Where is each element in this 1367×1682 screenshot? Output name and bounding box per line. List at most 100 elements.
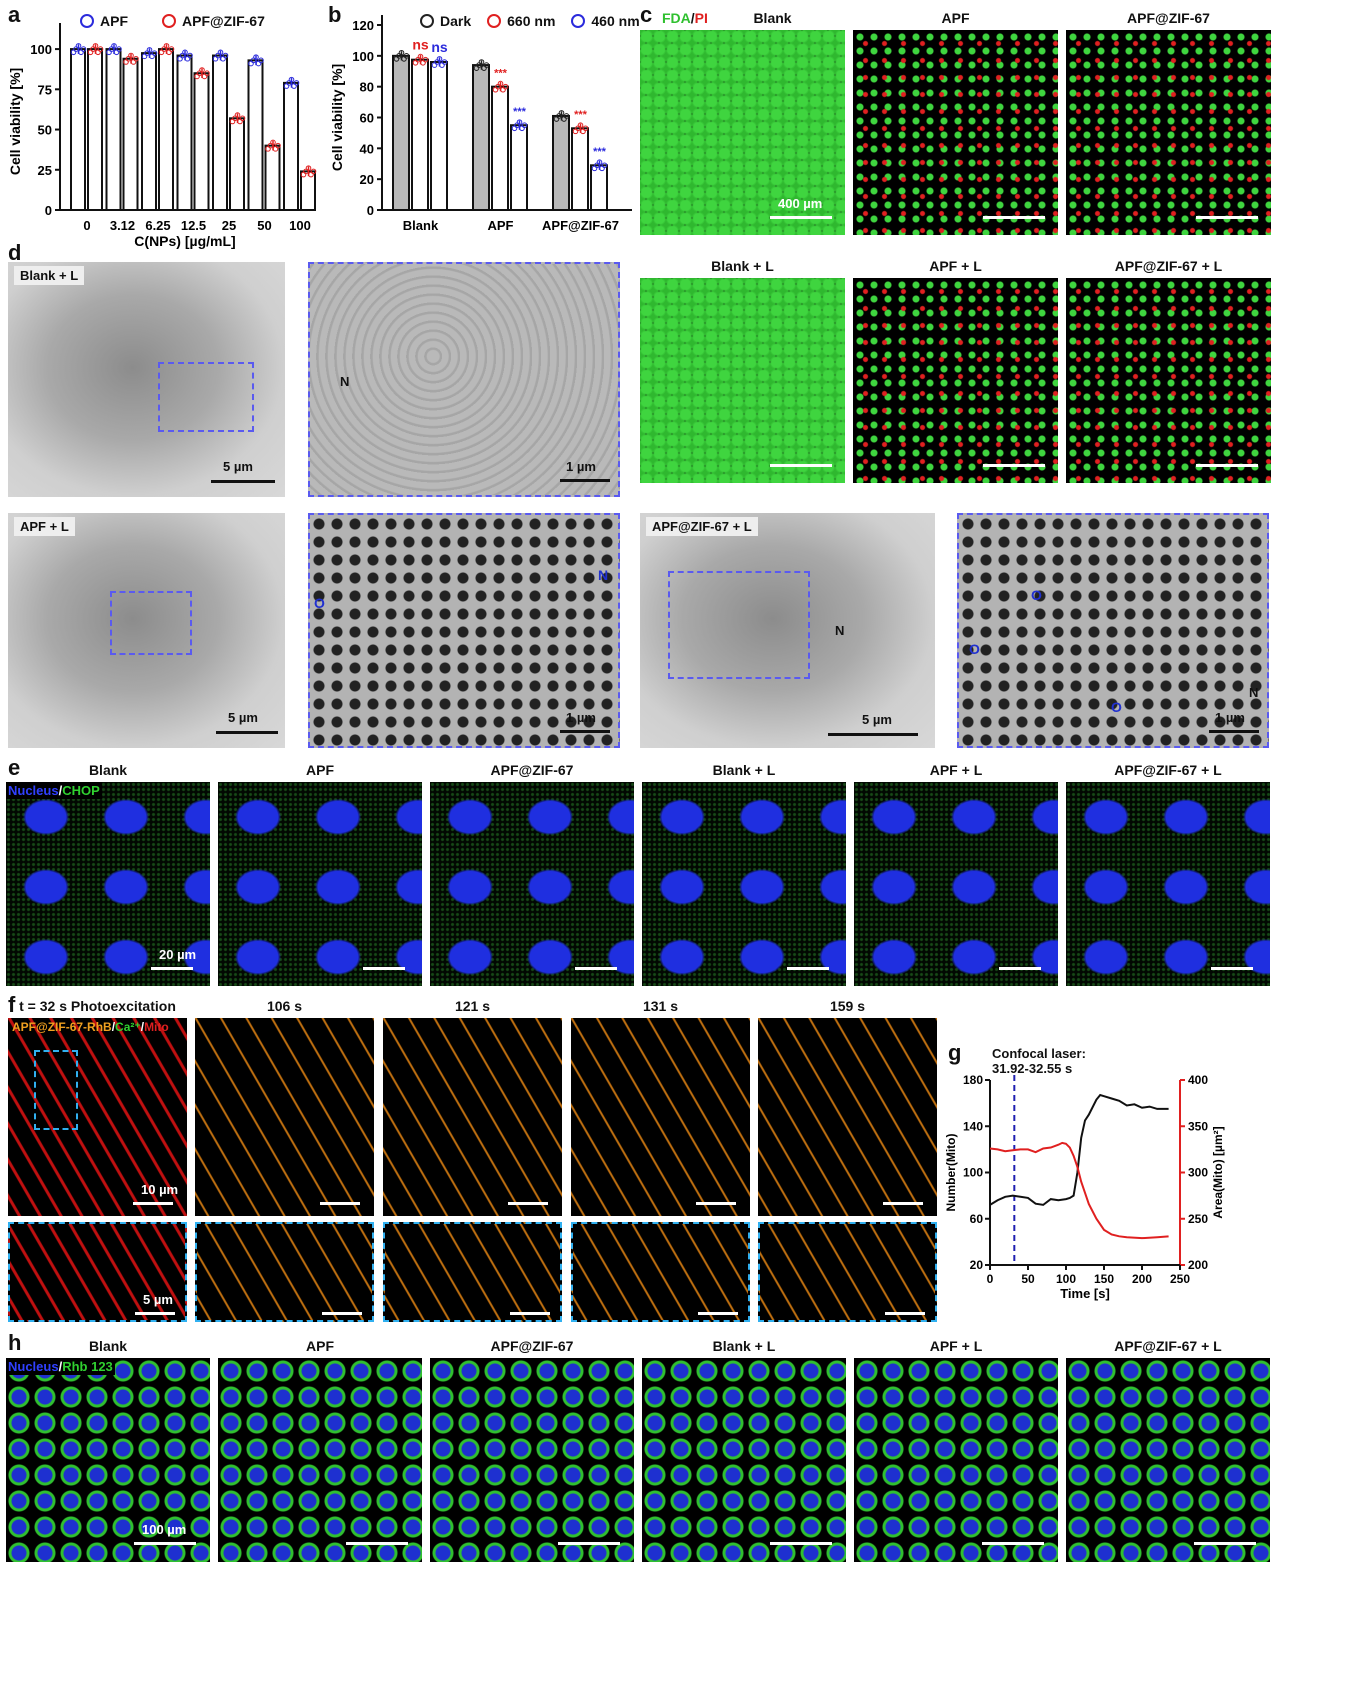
data-point [146,47,153,53]
data-point [92,43,99,49]
bar [87,48,103,211]
image-title: Blank + L [711,258,774,274]
data-point [417,53,424,60]
data-point [422,56,429,63]
data-point [563,113,570,119]
bar [552,114,570,211]
bar [141,52,157,212]
data-point [310,168,317,175]
bar [283,81,299,211]
fluorescence-image [1066,278,1271,483]
stain-chop: CHOP [62,783,100,798]
scale-bar [787,967,829,970]
y2-tick-label: 200 [1188,1258,1208,1272]
scale-bar [1209,730,1259,733]
y2-tick-label: 400 [1188,1073,1208,1087]
scale-bar [770,1542,832,1545]
bar [430,61,448,211]
data-point [601,162,608,169]
y-tick-label: 60 [970,1212,984,1226]
scale-bar [151,967,193,970]
stain-nucleus: Nucleus [8,783,59,798]
x-tick-label: Blank [403,218,439,233]
stain-sep: / [58,783,63,798]
image-title: 131 s [642,998,679,1014]
data-point [293,80,300,86]
image-title: APF@ZIF-67 [490,762,574,778]
data-point [80,46,87,52]
y-tick-label: 100 [963,1166,983,1180]
bar [158,48,174,211]
zoom-region-box [110,591,192,655]
legend-label: Dark [440,13,472,29]
legend-b: Dark 660 nm 460 nm [420,13,640,29]
significance-label: *** [574,109,588,121]
organelle-mark: O [1111,699,1122,715]
x-axis-label: Time [s] [1060,1286,1110,1301]
y-tick-label: 0 [367,203,374,218]
panel-label-c: c [640,2,653,27]
nucleus-mark: N [1249,685,1259,700]
scale-bar [510,1312,550,1315]
image-title: APF@ZIF-67 + L [1114,1338,1222,1354]
nucleus-mark: N [598,567,609,583]
scale-bar-label: 100 µm [142,1522,187,1537]
x-tick-label: 250 [1170,1272,1190,1286]
scale-bar-label: 5 µm [228,710,258,725]
x-tick-label: APF@ZIF-67 [542,218,619,233]
stain-legend: Nucleus/CHOP [6,782,102,799]
y-tick-label: 100 [352,49,374,64]
scale-bar [885,1312,925,1315]
data-point [239,115,246,122]
significance-label: *** [494,68,508,80]
scale-bar [363,967,405,970]
stain-rhb: APF@ZIF-67-RhB [12,1020,112,1034]
image-title: 121 s [454,998,491,1014]
y-axis-label: Cell viability [%] [329,64,345,171]
scale-bar-label: 400 µm [778,196,823,211]
legend-marker-dark [420,14,434,28]
bar [411,58,429,211]
scale-bar [1196,464,1258,467]
scale-bar [770,464,832,467]
image-title: Blank + L [712,1338,776,1354]
scale-bar [883,1202,923,1205]
x-tick-label: APF [488,218,514,233]
tem-zoom-apf-zif-l: O O O N 1 µm [957,513,1269,748]
data-point [502,83,509,90]
significance-label: ns [412,37,429,53]
x-tick-label: 6.25 [145,218,170,233]
tem-zoom-apf-l: O N 1 µm [308,513,620,748]
y-tick-label: 40 [360,141,374,156]
panel-label-h: h [8,1330,22,1355]
inset-image [195,1222,374,1322]
fluorescence-image [218,1358,422,1562]
scale-bar [134,1542,196,1545]
bar [472,64,490,212]
data-point [187,52,193,59]
panel-label-a: a [8,2,21,27]
scale-bar [1196,216,1258,219]
data-point [217,49,224,56]
nucleus-mark: N [835,623,845,638]
image-title: APF@ZIF-67 + L [1114,258,1223,274]
image-title: APF [941,10,970,26]
data-point [398,49,405,56]
bar [122,57,139,211]
fluorescence-image [642,1358,846,1562]
stain-ca: Ca²⁺ [115,1020,141,1034]
data-point [111,43,117,49]
inset-image [758,1222,937,1322]
scale-bar [983,464,1045,467]
y-tick-label: 20 [360,172,374,187]
scale-bar-label: 20 µm [159,947,197,962]
fluorescence-image: Nucleus/CHOP 20 µm [6,782,210,986]
data-point [253,54,259,60]
inset-image [383,1222,562,1322]
scale-bar [558,1542,620,1545]
data-point [258,57,264,64]
panel-label-e: e [8,755,21,780]
image-title: APF@ZIF-67 [1127,10,1210,26]
scale-bar [1211,967,1253,970]
